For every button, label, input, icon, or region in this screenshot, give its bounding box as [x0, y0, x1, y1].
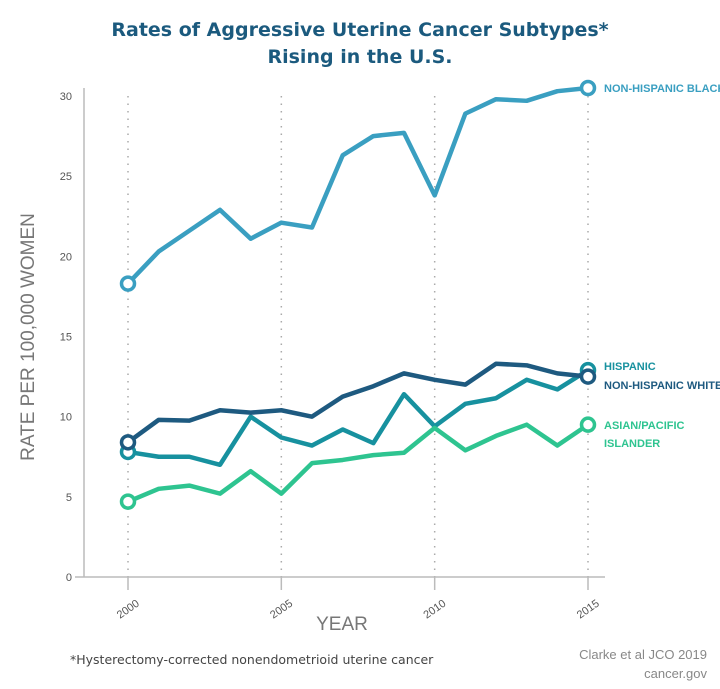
chart-title-line-1: Rates of Aggressive Uterine Cancer Subty… — [111, 19, 608, 41]
source-citation: Clarke et al JCO 2019 — [579, 647, 707, 662]
y-tick-label: 0 — [66, 572, 72, 584]
series-label: ASIAN/PACIFIC — [604, 420, 685, 432]
series-line-0 — [126, 85, 589, 286]
x-tick-label: 2015 — [575, 598, 602, 622]
x-axis-label: YEAR — [316, 614, 368, 635]
series-endpoint-marker — [579, 368, 597, 385]
y-axis-label: RATE PER 100,000 WOMEN — [18, 213, 39, 461]
chart-title-line-2: Rising in the U.S. — [267, 46, 452, 68]
series-endpoint-marker — [119, 434, 137, 451]
series-endpoint-marker — [579, 79, 597, 97]
series-label: NON-HISPANIC WHITE — [604, 380, 720, 392]
y-tick-label: 15 — [60, 332, 72, 344]
y-tick-label: 30 — [60, 91, 72, 103]
y-tick-label: 20 — [60, 251, 72, 263]
x-tick-label: 2005 — [268, 598, 295, 622]
series-endpoint-marker — [119, 493, 137, 510]
series-line-2 — [126, 361, 589, 445]
series-line-3 — [127, 422, 590, 504]
series-label: NON-HISPANIC BLACK — [604, 83, 720, 95]
y-tick-label: 10 — [60, 412, 72, 424]
series-line-1 — [127, 368, 590, 468]
series-label: HISPANIC — [604, 361, 656, 373]
x-tick-label: 2000 — [115, 598, 142, 622]
footnote: *Hysterectomy-corrected nonendometrioid … — [70, 652, 434, 667]
series-endpoint-marker — [119, 275, 137, 292]
y-tick-label: 5 — [66, 492, 72, 504]
y-tick-label: 25 — [60, 171, 72, 183]
x-tick-label: 2010 — [421, 598, 448, 622]
series-endpoint-marker — [579, 416, 597, 433]
source-site: cancer.gov — [644, 666, 707, 681]
series-label: ISLANDER — [604, 438, 660, 450]
